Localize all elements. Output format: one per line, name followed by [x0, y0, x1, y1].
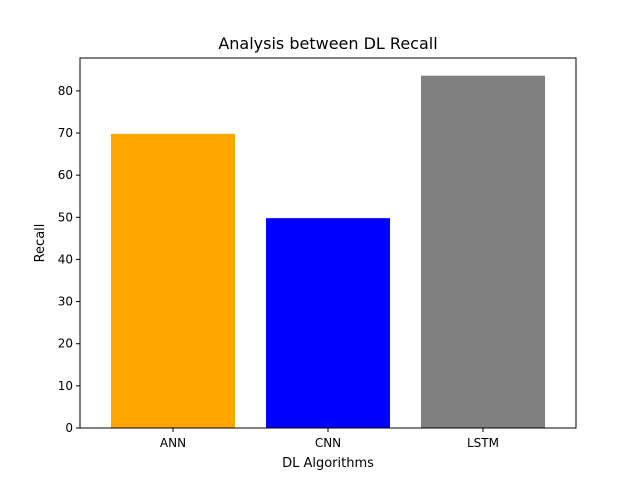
bar-ann: [111, 133, 235, 428]
bar-cnn: [266, 218, 390, 428]
x-tick-label: LSTM: [467, 436, 499, 450]
y-tick-label: 40: [58, 252, 73, 266]
y-tick-label: 20: [58, 337, 73, 351]
y-tick-label: 50: [58, 210, 73, 224]
y-tick-label: 10: [58, 379, 73, 393]
y-tick-label: 30: [58, 295, 73, 309]
y-tick-label: 70: [58, 126, 73, 140]
y-tick-label: 0: [65, 421, 73, 435]
y-tick-label: 80: [58, 84, 73, 98]
bars-group: [111, 75, 545, 429]
x-axis: ANN CNN LSTM: [160, 428, 499, 450]
x-axis-label: DL Algorithms: [282, 456, 374, 471]
bar-lstm: [421, 75, 545, 429]
y-axis-label: Recall: [33, 224, 48, 263]
x-tick-label: ANN: [160, 436, 186, 450]
y-tick-label: 60: [58, 168, 73, 182]
chart-title: Analysis between DL Recall: [218, 34, 437, 53]
y-axis: 0 10 20 30 40 50 60 70 80: [58, 84, 80, 435]
x-tick-label: CNN: [315, 436, 341, 450]
